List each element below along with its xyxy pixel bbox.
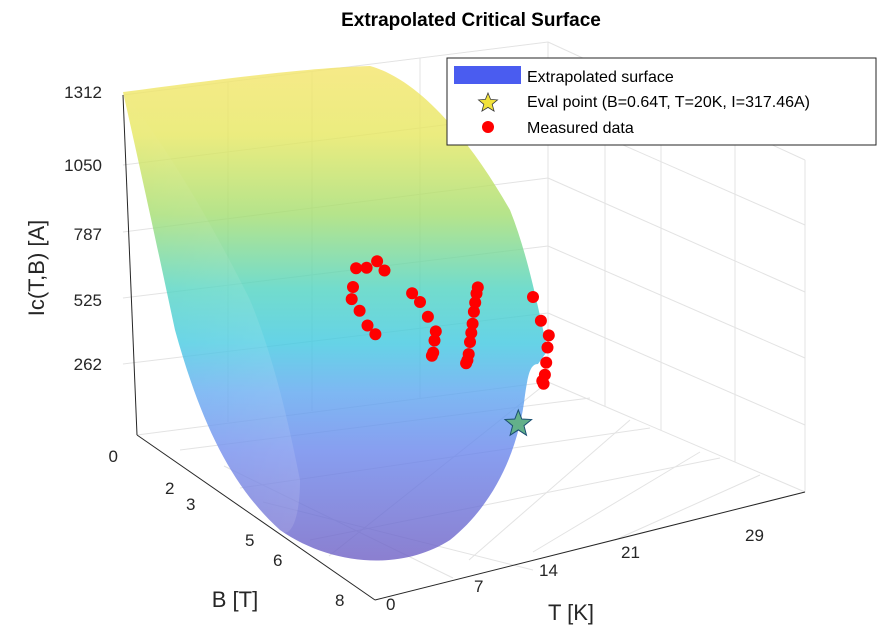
legend-label-measured: Measured data xyxy=(527,120,634,137)
measured-data-point xyxy=(369,328,382,341)
measured-data-point xyxy=(350,262,363,275)
measured-data-point xyxy=(527,291,539,303)
x-tick-labels: 0 7 14 21 29 xyxy=(386,526,764,614)
legend-label-surface: Extrapolated surface xyxy=(527,69,674,86)
measured-data-point xyxy=(460,357,473,370)
y-tick-label: 5 xyxy=(245,531,254,550)
z-tick-label: 0 xyxy=(109,447,118,466)
measured-data-point xyxy=(353,304,366,317)
measured-data-point xyxy=(541,341,554,354)
x-tick-label: 21 xyxy=(621,543,640,562)
extrapolated-surface xyxy=(123,66,548,561)
measured-data-point xyxy=(534,314,547,327)
measured-data-point xyxy=(469,296,482,309)
z-tick-label: 262 xyxy=(74,355,102,374)
measured-data-point xyxy=(347,281,359,293)
chart-title: Extrapolated Critical Surface xyxy=(341,10,601,31)
x-tick-label: 14 xyxy=(539,561,558,580)
y-tick-labels: 2 3 5 6 8 xyxy=(165,479,344,610)
legend-surface-swatch xyxy=(454,66,521,84)
x-tick-label: 29 xyxy=(745,526,764,545)
x-tick-label: 7 xyxy=(474,577,483,596)
measured-data-point xyxy=(421,310,434,323)
z-tick-label: 787 xyxy=(74,225,102,244)
legend: Extrapolated surface Eval point (B=0.64T… xyxy=(446,57,877,146)
measured-data-point xyxy=(378,264,391,277)
axis-box xyxy=(122,94,806,601)
legend-label-eval: Eval point (B=0.64T, T=20K, I=317.46A) xyxy=(527,94,810,111)
measured-data-point xyxy=(425,349,438,362)
z-tick-label: 1050 xyxy=(64,156,102,175)
measured-data-point xyxy=(345,293,358,306)
z-tick-label: 1312 xyxy=(64,83,102,102)
measured-data-point xyxy=(406,287,419,300)
y-axis-label: B [T] xyxy=(212,587,258,612)
measured-data-point xyxy=(470,287,483,300)
z-tick-labels: 1312 1050 787 525 262 0 xyxy=(64,83,118,466)
y-tick-label: 6 xyxy=(273,551,282,570)
y-tick-label: 3 xyxy=(186,495,195,514)
measured-data-point xyxy=(542,329,555,342)
measured-data-point xyxy=(429,325,442,338)
measured-data-point xyxy=(360,261,373,274)
legend-star-icon xyxy=(477,91,499,112)
measured-data-point xyxy=(540,356,553,369)
y-tick-label: 8 xyxy=(335,591,344,610)
x-tick-label: 0 xyxy=(386,595,395,614)
x-axis-label: T [K] xyxy=(548,600,594,625)
z-axis-label: Ic(T,B) [A] xyxy=(24,220,49,317)
measured-data-point xyxy=(464,336,476,348)
legend-circle-icon xyxy=(482,121,494,133)
measured-data-point xyxy=(465,326,478,339)
eval-point-star xyxy=(503,408,533,437)
measured-data-point xyxy=(536,374,549,387)
measured-data-point xyxy=(467,305,480,318)
z-tick-label: 525 xyxy=(74,291,102,310)
measured-data-point xyxy=(361,319,374,332)
measured-data-point xyxy=(371,255,384,268)
measured-data-point xyxy=(428,334,441,347)
measured-data-point xyxy=(466,317,479,330)
measured-data-markers xyxy=(345,255,555,390)
measured-data-point xyxy=(414,296,426,308)
y-tick-label: 2 xyxy=(165,479,174,498)
